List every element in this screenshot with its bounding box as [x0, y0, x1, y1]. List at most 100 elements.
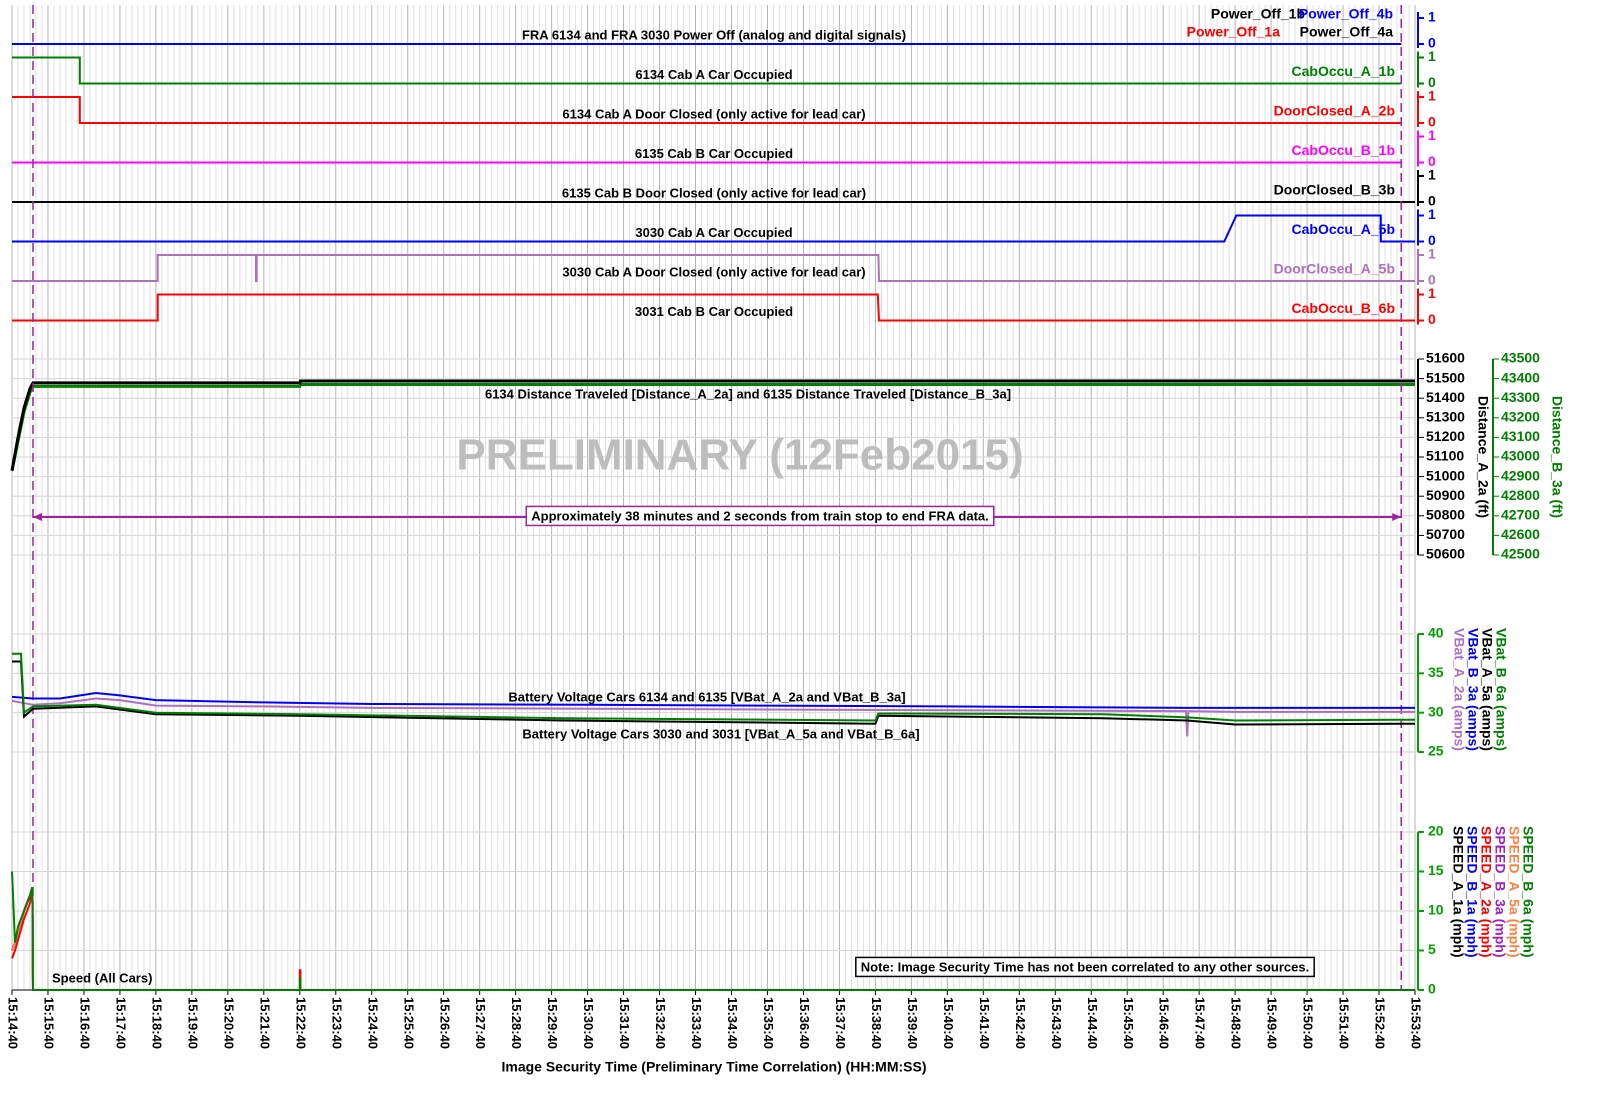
- x-tick-label: 15:19:40: [185, 997, 200, 1049]
- legend-label: Power_Off_4b: [1299, 6, 1393, 22]
- x-tick-label: 15:36:40: [797, 997, 812, 1049]
- x-tick-label: 15:37:40: [833, 997, 848, 1049]
- y-tick-label: 25: [1428, 743, 1444, 759]
- annotation: Battery Voltage Cars 3030 and 3031 [VBat…: [522, 726, 919, 741]
- x-tick-label: 15:34:40: [725, 997, 740, 1049]
- y2-tick-label: 42700: [1501, 507, 1540, 523]
- legend-label: CabOccu_A_5b: [1292, 221, 1395, 237]
- y-tick-label: 35: [1428, 664, 1444, 680]
- y-tick-label: 1: [1428, 88, 1436, 104]
- x-tick-label: 15:50:40: [1301, 997, 1316, 1049]
- y-tick-label: 51000: [1426, 467, 1465, 483]
- x-tick-label: 15:18:40: [149, 997, 164, 1049]
- y-tick-label: 15: [1428, 862, 1444, 878]
- y2-tick-label: 43400: [1501, 369, 1540, 385]
- y-axis-label: Distance_A_2a (ft): [1475, 396, 1491, 518]
- x-tick-label: 15:47:40: [1193, 997, 1208, 1049]
- y-tick-label: 51100: [1426, 448, 1464, 464]
- y2-tick-label: 43300: [1501, 389, 1540, 405]
- x-tick-label: 15:33:40: [689, 997, 704, 1049]
- legend-label: CabOccu_B_6b: [1292, 300, 1395, 316]
- y-tick-label: 50800: [1426, 507, 1465, 523]
- x-tick-label: 15:26:40: [437, 997, 452, 1049]
- y-tick-label: 51600: [1426, 350, 1465, 366]
- legend-label: Power_Off_1a: [1187, 24, 1281, 40]
- y2-tick-label: 42500: [1501, 546, 1540, 562]
- legend-label: SPEED_B_1a (mph): [1464, 826, 1480, 957]
- y-tick-label: 20: [1428, 823, 1444, 839]
- y-tick-label: 0: [1428, 153, 1436, 169]
- y-tick-label: 51500: [1426, 369, 1465, 385]
- x-tick-label: 15:43:40: [1049, 997, 1064, 1049]
- legend-label: VBat_A_5a (amps): [1479, 628, 1495, 751]
- x-tick-label: 15:22:40: [293, 997, 308, 1049]
- y2-tick-label: 42800: [1501, 487, 1540, 503]
- series-line: [12, 652, 1416, 722]
- y-tick-label: 1: [1428, 285, 1436, 301]
- watermark: PRELIMINARY (12Feb2015): [456, 431, 1023, 480]
- x-tick-label: 15:23:40: [329, 997, 344, 1049]
- y-tick-label: 1: [1428, 167, 1436, 183]
- annotation: Speed (All Cars): [52, 970, 152, 985]
- y-tick-label: 0: [1428, 114, 1436, 130]
- y2-tick-label: 42600: [1501, 526, 1540, 542]
- series-line: [11, 871, 1415, 991]
- y-tick-label: 1: [1428, 246, 1436, 262]
- y2-axis-label: Distance_B_3a (ft): [1549, 396, 1565, 518]
- row-label: 3030 Cab A Car Occupied: [635, 225, 792, 240]
- arrow-head: [1392, 513, 1402, 521]
- legend-label: CabOccu_B_1b: [1292, 142, 1395, 158]
- y-tick-label: 51200: [1426, 428, 1465, 444]
- legend-label: SPEED_A_5a (mph): [1506, 826, 1522, 957]
- legend-label: VBat_B_3a (amps): [1465, 628, 1481, 751]
- x-tick-label: 15:31:40: [617, 997, 632, 1049]
- label-box: [855, 956, 1315, 978]
- legend-label: Power_Off_4a: [1300, 24, 1394, 40]
- x-tick-label: 15:44:40: [1085, 997, 1100, 1049]
- x-tick-label: 15:29:40: [545, 997, 560, 1049]
- legend-label: DoorClosed_A_5b: [1274, 261, 1395, 277]
- y-tick-label: 50700: [1426, 526, 1465, 542]
- label-box: [525, 505, 995, 527]
- x-tick-label: 15:15:40: [42, 997, 57, 1049]
- x-tick-label: 15:24:40: [365, 997, 380, 1049]
- x-tick-label: 15:48:40: [1229, 997, 1244, 1049]
- y-tick-label: 1: [1428, 206, 1436, 222]
- series-line: [10, 379, 1415, 471]
- annotation: Battery Voltage Cars 6134 and 6135 [VBat…: [508, 689, 905, 704]
- x-tick-label: 15:41:40: [977, 997, 992, 1049]
- y-tick-label: 1: [1428, 127, 1436, 143]
- x-tick-label: 15:42:40: [1013, 997, 1028, 1049]
- y-tick-label: 1: [1428, 48, 1436, 64]
- boxed-label: Note: Image Security Time has not been c…: [861, 959, 1309, 974]
- x-tick-label: 15:20:40: [221, 997, 236, 1049]
- row-label: 3030 Cab A Door Closed (only active for …: [562, 264, 865, 279]
- series-line: [12, 214, 1415, 243]
- y-tick-label: 51300: [1426, 409, 1465, 425]
- row-label: 6134 Cab A Door Closed (only active for …: [562, 106, 865, 121]
- y2-tick-label: 43000: [1501, 448, 1540, 464]
- y-tick-label: 0: [1428, 193, 1436, 209]
- row-label: 6134 Cab A Car Occupied: [635, 67, 792, 82]
- x-tick-label: 15:32:40: [653, 997, 668, 1049]
- y-tick-label: 40: [1428, 625, 1444, 641]
- y2-tick-label: 43100: [1501, 428, 1540, 444]
- row-label: FRA 6134 and FRA 3030 Power Off (analog …: [522, 27, 906, 42]
- x-tick-label: 15:21:40: [257, 997, 272, 1049]
- y2-tick-label: 42900: [1501, 467, 1540, 483]
- x-tick-label: 15:45:40: [1121, 997, 1136, 1049]
- y-tick-label: 1: [1428, 9, 1436, 25]
- series-line: [12, 254, 1415, 282]
- boxed-label: Approximately 38 minutes and 2 seconds f…: [531, 508, 989, 523]
- series-line: [11, 697, 1415, 737]
- series-line: [12, 96, 1402, 124]
- legend-label: VBat_B_6a (amps): [1493, 628, 1509, 751]
- row-label: 6135 Cab B Car Occupied: [635, 146, 793, 161]
- x-tick-label: 15:14:40: [6, 997, 21, 1049]
- x-tick-label: 15:52:40: [1373, 997, 1388, 1049]
- x-tick-label: 15:40:40: [941, 997, 956, 1049]
- row-label: 6135 Cab B Door Closed (only active for …: [562, 185, 866, 200]
- legend-label: DoorClosed_B_3b: [1274, 182, 1395, 198]
- x-tick-label: 15:39:40: [905, 997, 920, 1049]
- series-line: [11, 691, 1415, 709]
